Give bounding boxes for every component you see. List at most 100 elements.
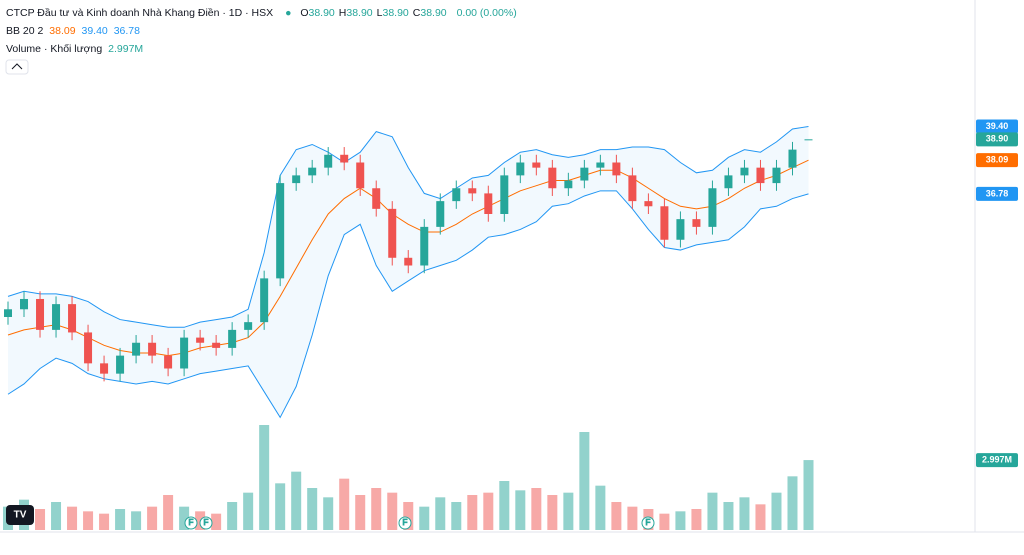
volume-bar xyxy=(563,492,574,530)
svg-text:F: F xyxy=(646,518,651,527)
candle-body xyxy=(324,154,333,168)
candle-body xyxy=(372,188,381,209)
volume-bar xyxy=(403,502,414,530)
candle-body xyxy=(228,329,237,348)
candle-body xyxy=(436,201,445,227)
bb-upper-value: 39.40 xyxy=(81,25,108,37)
candle-body xyxy=(52,304,61,330)
status-dot: ● xyxy=(285,7,292,19)
volume-bar xyxy=(739,497,750,530)
collapse-button[interactable] xyxy=(5,59,29,75)
candle-body xyxy=(20,298,29,310)
candle-body xyxy=(36,298,45,330)
volume-bar xyxy=(499,481,510,530)
volume-bar xyxy=(163,495,174,530)
volume-bar xyxy=(259,425,270,530)
svg-text:F: F xyxy=(204,518,209,527)
candle-body xyxy=(772,167,781,184)
candle-body xyxy=(244,322,253,330)
volume-bar xyxy=(787,476,798,530)
candle-body xyxy=(404,257,413,266)
volume-bar xyxy=(131,511,142,530)
candle-body xyxy=(724,175,733,189)
volume-bar xyxy=(531,488,542,530)
candle-body xyxy=(132,342,141,356)
bb-row: BB 20 2 38.09 39.40 36.78 xyxy=(6,25,143,37)
volume-bar xyxy=(115,509,126,530)
bb-upper-line xyxy=(7,125,809,328)
volume-bar xyxy=(595,485,606,530)
candle-body xyxy=(708,188,717,227)
ohlc-value: 38.90 xyxy=(382,7,409,19)
volume-bar xyxy=(547,495,558,530)
candle-body xyxy=(164,355,173,369)
ohlc-key: H xyxy=(338,7,347,19)
candle-body xyxy=(84,332,93,364)
candle-body xyxy=(532,162,541,168)
volume-bar xyxy=(723,502,734,530)
volume-value: 2.997M xyxy=(108,43,144,55)
candle-body xyxy=(292,175,301,184)
candle-body xyxy=(564,180,573,189)
candle-body xyxy=(740,167,749,176)
candle-body xyxy=(276,183,285,279)
volume-bar xyxy=(483,492,494,530)
candle-body xyxy=(452,188,461,202)
volume-bar xyxy=(579,432,590,530)
candle-body xyxy=(388,208,397,258)
volume-bar xyxy=(451,502,462,530)
candle-body xyxy=(756,167,765,184)
volume-bar xyxy=(803,460,814,530)
candle-body xyxy=(340,154,349,163)
bb-middle-line xyxy=(7,159,809,357)
ohlc-value: 38.90 xyxy=(308,7,335,19)
volume-bar xyxy=(35,509,46,530)
candle-body xyxy=(260,278,269,323)
candle-body xyxy=(468,188,477,194)
candle-body xyxy=(804,139,813,141)
svg-text:TV: TV xyxy=(14,510,27,521)
candle-body xyxy=(548,167,557,189)
volume-bar xyxy=(419,506,430,530)
volume-bar xyxy=(355,495,366,530)
volume-bar xyxy=(627,506,638,530)
bb-lower-tag xyxy=(976,186,1018,201)
candle-body xyxy=(580,167,589,181)
title-row: CTCP Đầu tư và Kinh doanh Nhà Khang Điền… xyxy=(6,7,520,19)
volume-tag-label: 2.997M xyxy=(982,454,1012,464)
candle-body xyxy=(516,162,525,176)
candle-body xyxy=(148,342,157,356)
bb-lower-line xyxy=(7,190,809,419)
close-tag-label: 38.90 xyxy=(986,134,1009,144)
candle-body xyxy=(676,219,685,240)
candle-body xyxy=(644,201,653,207)
volume-bar xyxy=(275,483,286,530)
volume-bar xyxy=(339,478,350,530)
svg-text:F: F xyxy=(189,518,194,527)
volume-bar xyxy=(67,506,78,530)
volume-bar xyxy=(755,504,766,530)
volume-bar xyxy=(707,492,718,530)
candle-body xyxy=(212,342,221,348)
candle-body xyxy=(420,226,429,266)
candle-body xyxy=(4,309,13,317)
candle-body xyxy=(660,206,669,240)
volume-bar xyxy=(323,497,334,530)
candle-body xyxy=(308,167,317,176)
bb-name: BB 20 2 xyxy=(6,25,44,37)
volume-bar xyxy=(771,492,782,530)
bb-middle-value: 38.09 xyxy=(49,25,76,37)
candle-body xyxy=(100,363,109,374)
bb-upper-tag-label: 39.40 xyxy=(986,121,1009,131)
volume-bar xyxy=(51,502,62,530)
volume-bar xyxy=(291,471,302,530)
candle-body xyxy=(692,219,701,227)
ohlc-value: 38.90 xyxy=(420,7,447,19)
volume-bar xyxy=(435,497,446,530)
volume-bar xyxy=(307,488,318,530)
candle-body xyxy=(788,149,797,168)
